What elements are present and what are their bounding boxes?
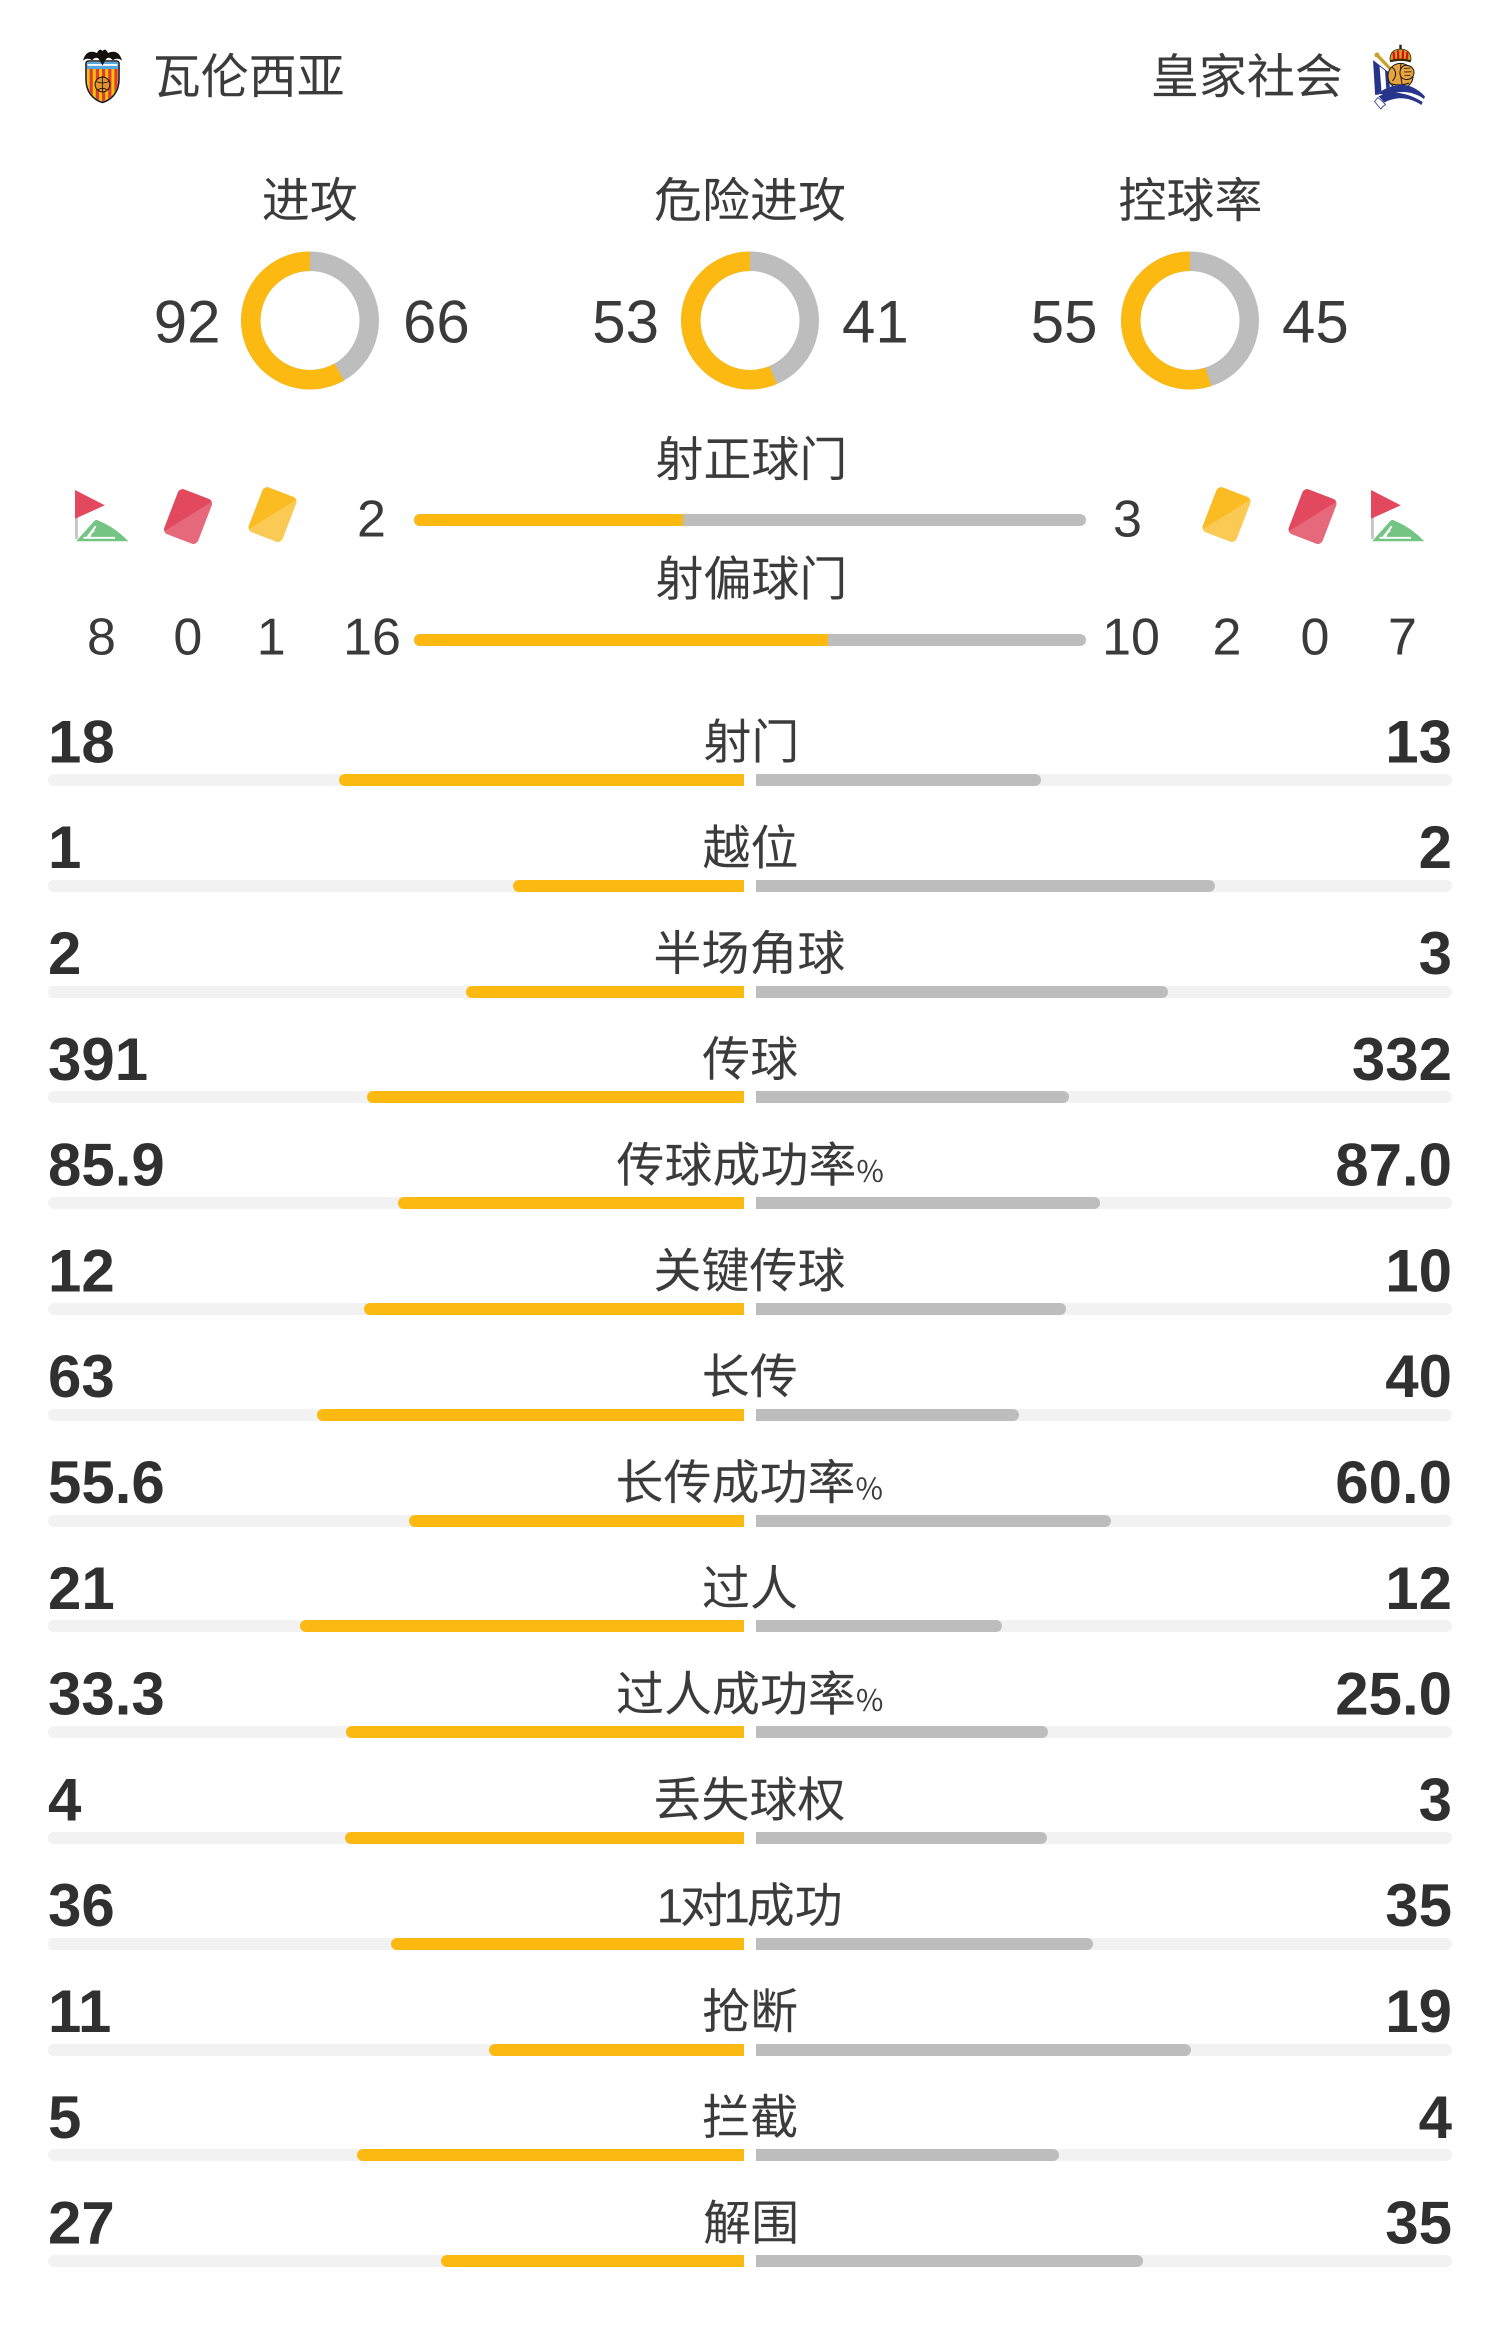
svg-text:33.3: 33.3 <box>48 1661 165 1728</box>
svg-text:40: 40 <box>1385 1343 1452 1410</box>
svg-text:55: 55 <box>1031 288 1098 355</box>
svg-text:13: 13 <box>1385 708 1452 775</box>
svg-text:4: 4 <box>48 1766 82 1833</box>
svg-text:3: 3 <box>1419 920 1452 987</box>
svg-text:45: 45 <box>1282 288 1349 355</box>
svg-text:16: 16 <box>343 609 401 667</box>
svg-text:60.0: 60.0 <box>1335 1449 1452 1516</box>
svg-text:27: 27 <box>48 2190 115 2257</box>
svg-text:66: 66 <box>403 288 470 355</box>
svg-text:332: 332 <box>1352 1026 1452 1093</box>
svg-text:87.0: 87.0 <box>1335 1132 1452 1199</box>
svg-text:12: 12 <box>48 1237 115 1304</box>
svg-text:7: 7 <box>1388 609 1417 667</box>
svg-text:53: 53 <box>592 288 659 355</box>
svg-text:3: 3 <box>1113 491 1142 549</box>
svg-text:63: 63 <box>48 1343 115 1410</box>
svg-text:3: 3 <box>1419 1766 1452 1833</box>
svg-text:4: 4 <box>1419 2084 1453 2151</box>
svg-text:0: 0 <box>1301 609 1330 667</box>
svg-text:41: 41 <box>842 288 909 355</box>
svg-text:11: 11 <box>48 1978 111 2045</box>
svg-text:2: 2 <box>48 920 81 987</box>
svg-text:2: 2 <box>357 491 386 549</box>
svg-text:1: 1 <box>48 814 81 881</box>
svg-text:2: 2 <box>1419 814 1452 881</box>
svg-text:36: 36 <box>48 1872 115 1939</box>
svg-text:35: 35 <box>1385 1872 1452 1939</box>
svg-text:0: 0 <box>173 609 202 667</box>
svg-text:10: 10 <box>1385 1237 1452 1304</box>
svg-text:21: 21 <box>48 1555 115 1622</box>
svg-text:2: 2 <box>1213 609 1242 667</box>
svg-text:25.0: 25.0 <box>1335 1661 1452 1728</box>
svg-text:35: 35 <box>1385 2190 1452 2257</box>
svg-text:1: 1 <box>257 609 286 667</box>
svg-text:55.6: 55.6 <box>48 1449 165 1516</box>
svg-text:12: 12 <box>1385 1555 1452 1622</box>
svg-text:18: 18 <box>48 708 115 775</box>
svg-text:8: 8 <box>87 609 116 667</box>
svg-text:5: 5 <box>48 2084 81 2151</box>
svg-text:85.9: 85.9 <box>48 1132 165 1199</box>
svg-text:92: 92 <box>154 288 221 355</box>
svg-text:19: 19 <box>1385 1978 1452 2045</box>
svg-text:391: 391 <box>48 1026 148 1093</box>
svg-text:10: 10 <box>1102 609 1160 667</box>
